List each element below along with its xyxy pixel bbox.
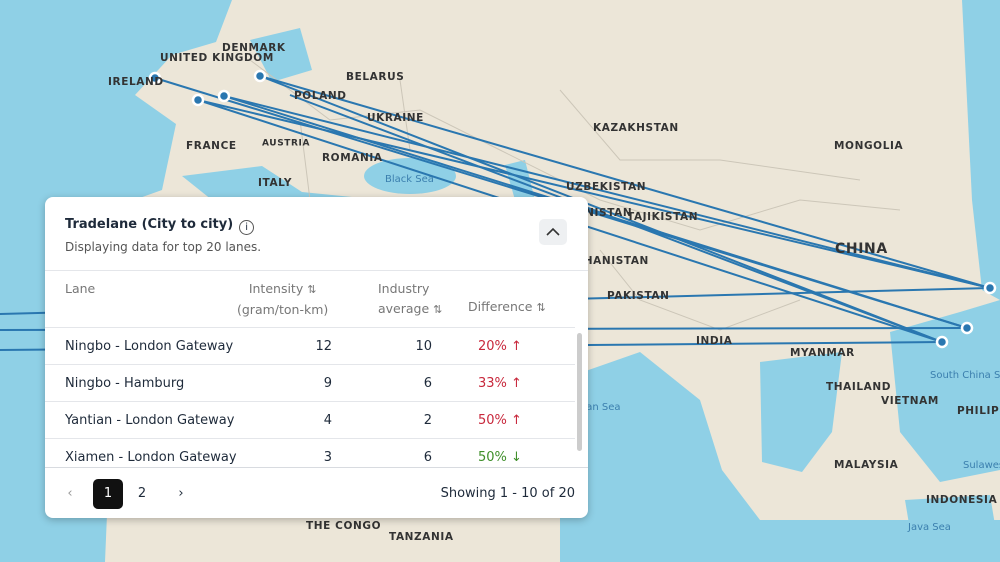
column-header[interactable]: Difference ⇅	[468, 299, 546, 314]
map-label: AUSTRIA	[262, 139, 310, 149]
ports	[148, 69, 997, 349]
panel-title: Tradelane (City to city) i	[65, 217, 255, 235]
column-header-label: Difference	[468, 299, 533, 314]
map-label: MYANMAR	[790, 347, 855, 359]
average-cell: 2	[423, 413, 432, 428]
tradelane-panel: Tradelane (City to city) i Displaying dat…	[45, 197, 588, 518]
prev-page[interactable]: ‹	[67, 486, 73, 501]
page-button[interactable]: 1	[93, 479, 123, 509]
column-header-label: Industry average	[378, 281, 430, 316]
average-cell: 10	[415, 339, 432, 354]
map-label: BELARUS	[346, 71, 404, 83]
map-label: MONGOLIA	[834, 140, 904, 152]
column-header[interactable]: Lane	[65, 281, 96, 296]
column-header-unit: (gram/ton-km)	[237, 302, 329, 317]
lane-cell: Yantian - London Gateway	[65, 413, 235, 428]
difference-cell: 50% ↓	[478, 450, 522, 465]
map-label: UNITED KINGDOM	[160, 52, 274, 64]
map-label: PAKISTAN	[607, 290, 670, 302]
panel-subtitle: Displaying data for top 20 lanes.	[65, 240, 262, 254]
lane-cell: Ningbo - Hamburg	[65, 376, 185, 391]
map-label: CHINA	[835, 241, 888, 257]
map-label: FRANCE	[186, 140, 237, 152]
map-label: PHILIPPINES	[957, 405, 1000, 417]
pagination-status: Showing 1 - 10 of 20	[440, 486, 575, 501]
next-page[interactable]: ›	[178, 486, 184, 501]
intensity-cell: 12	[315, 339, 332, 354]
map-label: MALAYSIA	[834, 459, 899, 471]
info-icon[interactable]: i	[239, 220, 255, 235]
panel-title-text: Tradelane (City to city)	[65, 217, 234, 232]
difference-cell: 20% ↑	[478, 339, 522, 354]
map-label: INDIA	[696, 335, 733, 347]
map-label: TANZANIA	[389, 531, 454, 543]
map-label: South China Sea	[930, 370, 1000, 381]
map-label: Black Sea	[385, 174, 434, 185]
map-label: THE CONGO	[306, 520, 381, 532]
map-label: UKRAINE	[367, 112, 424, 124]
average-cell: 6	[423, 376, 432, 391]
table-row[interactable]: Ningbo - London Gateway 12 10 20% ↑	[45, 327, 575, 365]
map-label: Sulawesi Sea	[963, 460, 1000, 471]
intensity-cell: 4	[323, 413, 332, 428]
collapse-button[interactable]	[539, 219, 567, 245]
map-label: ROMANIA	[322, 152, 383, 164]
map-label: IRELAND	[108, 76, 164, 88]
map-label: VIETNAM	[881, 395, 939, 407]
map-label: THAILAND	[826, 381, 891, 393]
map-label: DENMARK	[222, 42, 286, 54]
scrollbar[interactable]	[577, 333, 582, 451]
divider	[45, 270, 588, 271]
average-cell: 6	[423, 450, 432, 465]
table-row[interactable]: Ningbo - Hamburg 9 6 33% ↑	[45, 364, 575, 402]
map-labels: UNITED KINGDOM IRELAND DENMARK BELARUS P…	[108, 42, 1000, 543]
intensity-cell: 9	[323, 376, 332, 391]
page-button[interactable]: 2	[137, 486, 147, 501]
difference-cell: 50% ↑	[478, 413, 522, 428]
column-header[interactable]: Industry average ⇅	[378, 281, 443, 316]
difference-cell: 33% ↑	[478, 376, 522, 391]
intensity-cell: 3	[323, 450, 332, 465]
column-header[interactable]: Intensity ⇅ (gram/ton-km)	[237, 281, 329, 317]
table-row[interactable]: Yantian - London Gateway 4 2 50% ↑	[45, 401, 575, 439]
lane-cell: Xiamen - London Gateway	[65, 450, 237, 465]
column-header-label: Intensity	[248, 281, 304, 296]
map-label: INDONESIA	[926, 494, 998, 506]
map-label: Java Sea	[907, 522, 951, 533]
map-label: UZBEKISTAN	[566, 181, 646, 193]
map-label: KAZAKHSTAN	[593, 122, 679, 134]
map-label: POLAND	[294, 90, 347, 102]
lane-cell: Ningbo - London Gateway	[65, 339, 234, 354]
borders	[249, 59, 901, 331]
table-row[interactable]: Xiamen - London Gateway 3 6 50% ↓	[45, 438, 575, 476]
divider	[45, 467, 588, 468]
map-label: Arabian Sea	[560, 402, 620, 413]
map-label: ITALY	[258, 177, 292, 189]
map-label: TAJIKISTAN	[627, 211, 698, 223]
